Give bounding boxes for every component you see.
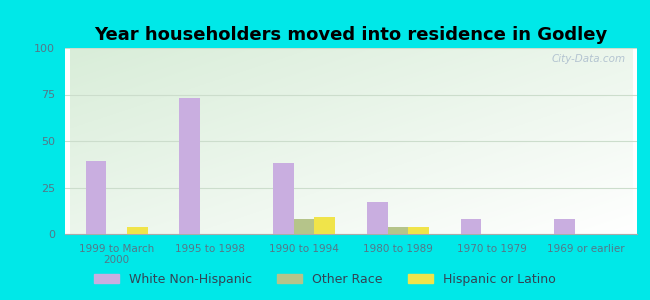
Bar bbox=[179, 98, 200, 234]
Legend: White Non-Hispanic, Other Race, Hispanic or Latino: White Non-Hispanic, Other Race, Hispanic… bbox=[89, 268, 561, 291]
Title: Year householders moved into residence in Godley: Year householders moved into residence i… bbox=[94, 26, 608, 44]
Bar bbox=[86, 161, 106, 234]
Bar bbox=[273, 163, 294, 234]
Bar bbox=[315, 217, 335, 234]
Bar bbox=[408, 226, 429, 234]
Bar bbox=[554, 219, 575, 234]
Bar bbox=[294, 219, 315, 234]
Bar bbox=[127, 226, 148, 234]
Bar bbox=[461, 219, 482, 234]
Text: City-Data.com: City-Data.com bbox=[551, 54, 625, 64]
Bar bbox=[367, 202, 387, 234]
Bar bbox=[387, 226, 408, 234]
